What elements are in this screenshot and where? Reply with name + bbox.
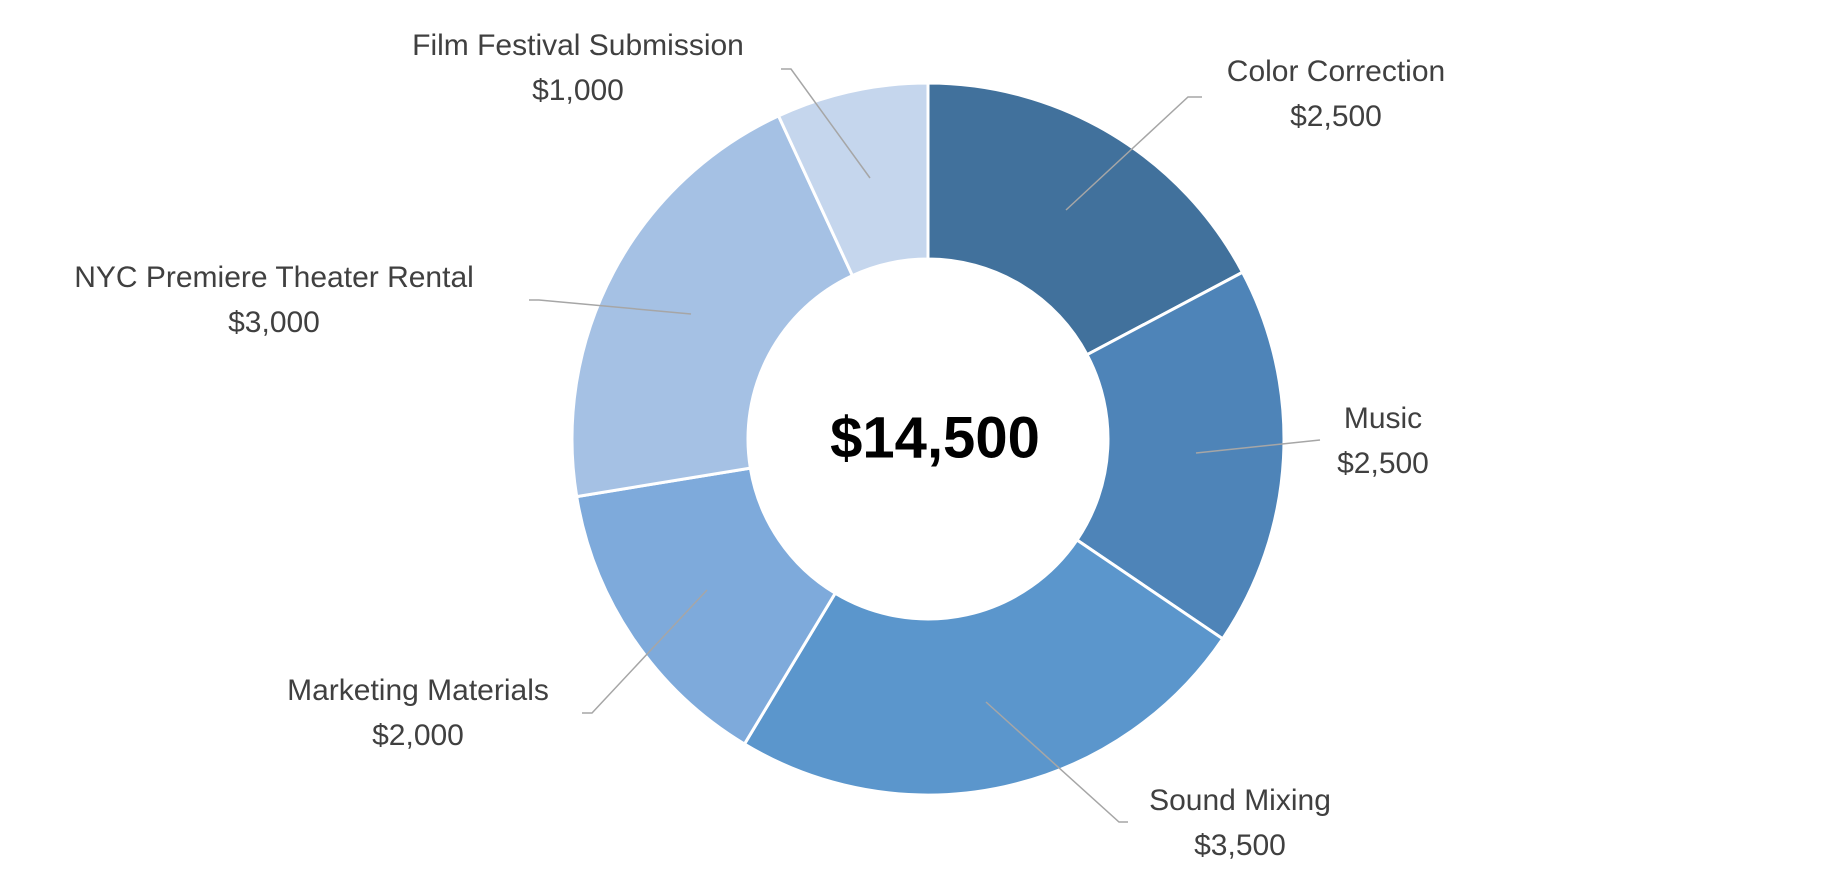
slice-value-label: $1,000 <box>532 74 624 107</box>
slice-value-label: $2,500 <box>1337 447 1429 480</box>
leader-line <box>582 589 708 714</box>
slice-label: Sound Mixing <box>1149 784 1331 817</box>
slice-value-label: $3,500 <box>1194 829 1286 862</box>
slice-label: NYC Premiere Theater Rental <box>74 261 474 294</box>
slice-value-label: $3,000 <box>228 306 320 339</box>
slice-value-label: $2,500 <box>1290 100 1382 133</box>
center-total: $14,500 <box>830 405 1040 470</box>
leader-line <box>985 701 1128 823</box>
donut-slice <box>742 537 1225 797</box>
slice-label: Film Festival Submission <box>412 29 744 62</box>
slice-label: Music <box>1344 402 1422 435</box>
slice-value-label: $2,000 <box>372 719 464 752</box>
leader-line <box>529 299 692 315</box>
leader-line <box>781 68 871 179</box>
donut-slice <box>776 81 930 278</box>
leader-line <box>1195 439 1321 454</box>
donut-slice <box>570 113 855 499</box>
donut-slice <box>574 466 838 747</box>
slice-label: Marketing Materials <box>287 674 549 707</box>
donut-slice <box>926 81 1245 357</box>
donut-slice <box>1074 270 1286 641</box>
leader-line <box>1065 96 1202 211</box>
slice-label: Color Correction <box>1227 55 1445 88</box>
